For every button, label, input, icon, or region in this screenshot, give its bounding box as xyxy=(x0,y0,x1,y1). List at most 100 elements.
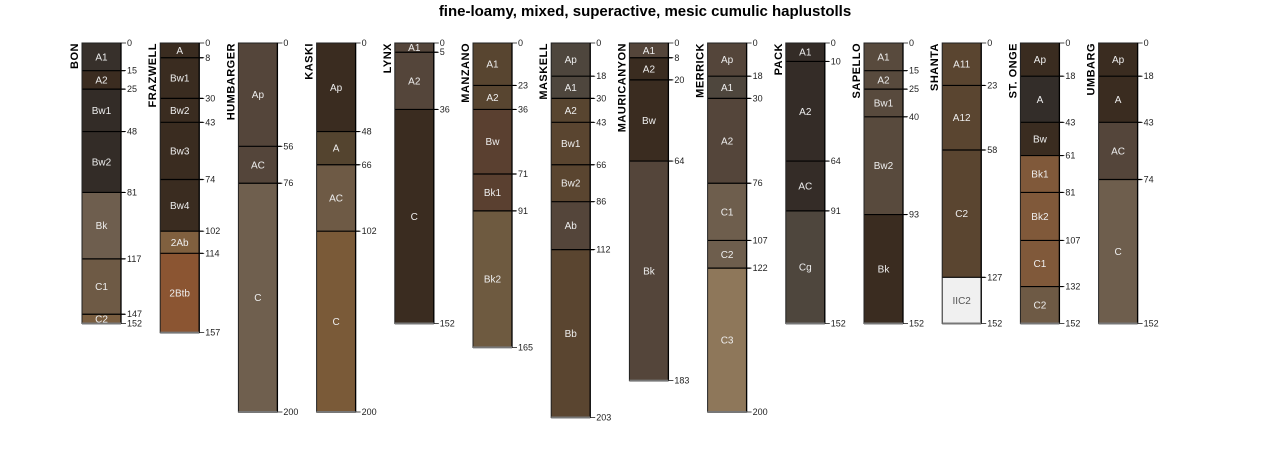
horizon-block xyxy=(238,183,278,412)
horizon-block xyxy=(82,314,121,324)
profile-name: FRAZWELL xyxy=(147,43,159,107)
profile-name: HUMBARGER xyxy=(225,43,237,120)
depth-label: 18 xyxy=(596,71,606,81)
horizon-label: Ab xyxy=(565,221,578,232)
horizon-label: Cg xyxy=(799,263,812,274)
depth-label: 157 xyxy=(205,328,220,338)
soil-profile: MERRICK Ap A1 A2 C1 C2 C3 0 18 30 76 107 122 200 xyxy=(695,38,768,417)
horizon-block xyxy=(1098,122,1138,180)
depth-label: 23 xyxy=(518,80,528,90)
horizon-label: C1 xyxy=(721,207,734,218)
horizon-block xyxy=(1020,240,1060,287)
horizon-label: 2Ab xyxy=(171,238,189,249)
depth-label: 40 xyxy=(909,112,919,122)
horizon-block xyxy=(707,240,747,269)
horizon-label: A xyxy=(1115,95,1122,106)
horizon-block xyxy=(82,258,121,315)
horizon-block xyxy=(629,161,669,381)
depth-label: 48 xyxy=(362,127,372,137)
depth-label: 43 xyxy=(596,117,606,127)
depth-label: 43 xyxy=(1065,117,1075,127)
depth-label: 102 xyxy=(362,226,377,236)
horizon-label: Bw xyxy=(642,116,657,127)
horizon-label: Bk xyxy=(643,266,656,277)
horizon-block xyxy=(394,43,434,53)
horizon-block xyxy=(1098,76,1138,123)
horizon-block xyxy=(473,210,512,348)
horizon-label: Bk2 xyxy=(484,275,502,286)
profile-name: UMBARG xyxy=(1086,43,1098,96)
horizon-block xyxy=(629,43,669,58)
horizon-label: AC xyxy=(251,160,265,171)
horizon-label: A xyxy=(1037,95,1044,106)
profile-name: MAURICANYON xyxy=(616,43,628,132)
horizon-label: A1 xyxy=(486,60,499,71)
depth-label: 152 xyxy=(127,318,142,328)
horizon-block xyxy=(82,192,121,259)
horizon-block xyxy=(864,116,903,215)
depth-label: 71 xyxy=(518,169,528,179)
horizon-block xyxy=(1020,192,1060,241)
horizon-label: Ap xyxy=(1112,55,1125,66)
horizon-block xyxy=(238,146,278,184)
depth-label: 30 xyxy=(753,93,763,103)
horizon-block xyxy=(629,79,669,162)
horizon-block xyxy=(551,122,591,165)
horizon-label: C xyxy=(254,293,261,304)
profile-name: SAPELLO xyxy=(851,43,863,98)
horizon-block xyxy=(394,52,434,110)
horizon-block xyxy=(551,98,591,123)
horizon-label: Bk1 xyxy=(484,188,502,199)
depth-label: 200 xyxy=(362,407,377,417)
profile-name: LYNX xyxy=(382,43,394,73)
depth-label: 18 xyxy=(753,71,763,81)
horizon-block xyxy=(629,57,669,80)
horizon-label: Bw2 xyxy=(170,106,190,117)
depth-label: 107 xyxy=(1065,235,1080,245)
soil-profile: ST. ONGE Ap A Bw Bk1 Bk2 C1 C2 0 18 43 61 81 107 132 15… xyxy=(1007,38,1080,328)
profile-name: BON xyxy=(69,43,81,69)
depth-label: 127 xyxy=(987,272,1002,282)
horizon-block xyxy=(942,277,982,324)
depth-label: 0 xyxy=(831,38,836,48)
horizon-block xyxy=(785,43,825,62)
horizon-block xyxy=(707,268,747,412)
depth-label: 58 xyxy=(987,145,997,155)
horizon-label: C xyxy=(411,212,418,223)
depth-label: 36 xyxy=(440,104,450,114)
depth-label: 15 xyxy=(909,66,919,76)
depth-label: 74 xyxy=(1144,175,1154,185)
horizon-block xyxy=(864,214,903,324)
depth-label: 200 xyxy=(283,407,298,417)
depth-label: 36 xyxy=(518,104,528,114)
depth-label: 0 xyxy=(1065,38,1070,48)
horizon-label: A1 xyxy=(721,83,734,94)
horizon-block xyxy=(551,76,591,99)
horizon-label: Ap xyxy=(330,83,343,94)
profile-name: KASKI xyxy=(304,43,316,80)
depth-label: 43 xyxy=(205,117,215,127)
soil-profile: KASKI Ap A AC C 0 48 66 102 200 xyxy=(304,38,377,417)
soil-profile: PACK A1 A2 AC Cg 0 10 64 91 152 xyxy=(773,38,846,328)
depth-label: 15 xyxy=(127,66,137,76)
horizon-label: A2 xyxy=(799,107,812,118)
horizon-block xyxy=(82,70,121,90)
horizon-block xyxy=(785,161,825,211)
horizon-label: A1 xyxy=(877,52,890,63)
depth-label: 18 xyxy=(1065,71,1075,81)
horizon-label: A1 xyxy=(95,52,108,63)
depth-label: 152 xyxy=(440,318,455,328)
horizon-label: A2 xyxy=(486,93,499,104)
horizon-label: A1 xyxy=(408,43,421,54)
horizon-label: C2 xyxy=(95,314,108,325)
horizon-label: Bw xyxy=(1033,134,1048,145)
profile-name: MASKELL xyxy=(538,43,550,100)
horizon-block xyxy=(707,43,747,77)
horizon-label: Bk xyxy=(878,265,891,276)
depth-label: 86 xyxy=(596,197,606,207)
depth-label: 66 xyxy=(362,160,372,170)
horizon-label: Bw1 xyxy=(170,74,190,85)
depth-label: 25 xyxy=(127,84,137,94)
depth-label: 0 xyxy=(440,38,445,48)
